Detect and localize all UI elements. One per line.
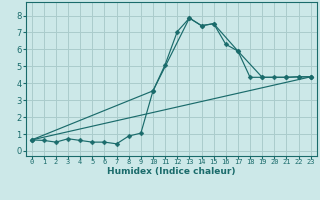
X-axis label: Humidex (Indice chaleur): Humidex (Indice chaleur): [107, 167, 236, 176]
